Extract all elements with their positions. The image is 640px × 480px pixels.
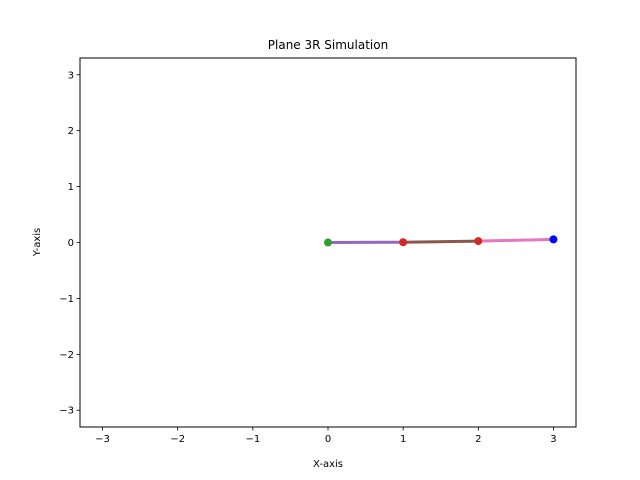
y-axis-label: Y-axis	[32, 228, 43, 258]
end-effector-marker	[549, 235, 558, 244]
y-tick-label: −1	[59, 294, 74, 305]
y-axis-ticks: −3 −2 −1 0 1 2 3	[59, 70, 80, 417]
x-tick-label: 0	[325, 434, 331, 445]
y-tick-label: −2	[59, 350, 74, 361]
y-tick-label: 0	[68, 238, 74, 249]
x-axis-ticks: −3 −2 −1 0 1 2 3	[95, 427, 557, 445]
x-tick-label: −3	[95, 434, 110, 445]
x-tick-label: 3	[550, 434, 556, 445]
chart-title: Plane 3R Simulation	[268, 38, 388, 52]
plot-area	[324, 235, 558, 247]
x-tick-label: −1	[245, 434, 260, 445]
y-tick-label: 3	[68, 70, 74, 81]
x-tick-label: 1	[400, 434, 406, 445]
robot-link-3	[476, 237, 555, 243]
y-tick-label: 1	[68, 182, 74, 193]
y-tick-label: 2	[68, 126, 74, 137]
base-joint-marker	[324, 238, 332, 247]
robot-link-2	[401, 239, 480, 244]
x-tick-label: −2	[170, 434, 185, 445]
joint-marker-2	[474, 237, 483, 246]
joint-marker-1	[399, 238, 408, 247]
x-axis-label: X-axis	[313, 459, 343, 470]
x-tick-label: 2	[475, 434, 481, 445]
y-tick-label: −3	[59, 406, 74, 417]
